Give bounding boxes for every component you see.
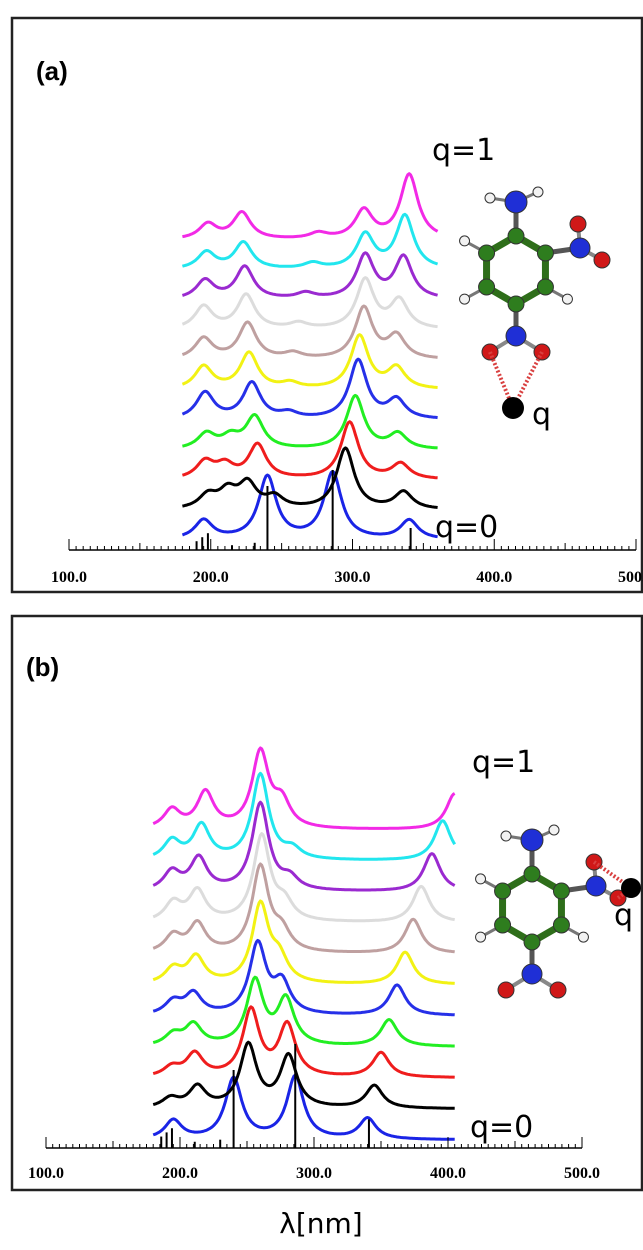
panel-b-molecule-hydrogen-atom [577, 931, 589, 943]
panel-b-series-group [152, 746, 457, 1141]
panel-b-spectrum-0 [152, 1073, 455, 1141]
panel-a-spectrum-9 [181, 212, 439, 268]
panel-a-series-group [181, 172, 439, 539]
panel-a-molecule-hydrogen-atom [484, 192, 496, 204]
panel-b-tick-label: 400.0 [430, 1165, 466, 1182]
panel-a-molecule-nitrogen-atom [504, 190, 528, 214]
x-axis-title: λ[nm] [279, 1207, 362, 1240]
panel-b-molecule-carbon-atom [552, 916, 570, 934]
panel-b-tick-label: 300.0 [296, 1165, 332, 1182]
panel-a-x-axis: 100.0 200.0 300.0 400.0 500.0 [51, 539, 643, 586]
panel-b-molecule-oxygen-atom [497, 981, 515, 999]
panel-a-spectrum-5 [181, 333, 438, 389]
panel-b-molecule-hydrogen-atom [548, 824, 560, 836]
panel-a-molecule-carbon-atom [507, 295, 525, 313]
panel-b-molecule-carbon-atom [552, 882, 570, 900]
panel-a-molecule-carbon-atom [536, 244, 554, 262]
panel-a-molecule-nitrogen-atom [569, 237, 591, 259]
panel-b-molecule-nitrogen-atom [521, 963, 543, 985]
panel-b-frame [10, 614, 643, 1192]
panel-b-molecule-oxygen-atom [549, 981, 567, 999]
panel-a-spectrum-7 [181, 276, 438, 329]
panel-b-spectrum-7 [152, 832, 456, 923]
panel-b-charge-label: q [614, 898, 633, 933]
panel-b-tick-label: 200.0 [162, 1165, 198, 1182]
panel-b-label: (b) [26, 652, 59, 682]
panel-b-spectrum-2 [152, 1005, 455, 1079]
panel-a-molecule-nitrogen-atom [505, 325, 527, 347]
panel-b-spectrum-4 [152, 938, 455, 1017]
panel-b-spectrum-3 [152, 975, 455, 1048]
panel-b-point-charge [621, 878, 641, 898]
panel-b-x-axis: 100.0 200.0 300.0 400.0 500.0 [28, 1137, 600, 1182]
panel-a-molecule-carbon-atom [478, 278, 496, 296]
panel-a-charge-label: q [532, 397, 551, 432]
panel-a-q-bottom-label: q=0 [435, 510, 498, 545]
panel-a-label: (a) [36, 56, 68, 86]
panel-a-spectrum-4 [181, 357, 438, 420]
panel-a-molecule-carbon-atom [536, 278, 554, 296]
panel-b-spectrum-1 [152, 1040, 455, 1110]
panel-b-stick-group [160, 1044, 370, 1148]
panel-a-tick-label: 100.0 [51, 569, 87, 586]
panel-b-spectrum-6 [152, 862, 455, 954]
panel-a-molecule-hydrogen-atom [561, 293, 573, 305]
panel-b-molecule-nitrogen-atom [585, 875, 607, 897]
panel-a-molecule-icon [459, 186, 611, 419]
panel-a-spectrum-10 [182, 172, 439, 239]
panel-a-molecule-hydrogen-atom [459, 235, 471, 247]
panel-a-point-charge [502, 397, 524, 419]
panel-a-spectrum-1 [182, 446, 438, 509]
panel-b-spectrum-9 [152, 771, 457, 861]
panel-a-molecule-carbon-atom [507, 227, 525, 245]
panel-b-tick-label: 100.0 [28, 1165, 64, 1182]
panel-a-spectrum-0 [181, 469, 438, 539]
panel-b-spectrum-8 [152, 800, 456, 892]
panel-a-tick-label: 500.0 [618, 569, 643, 586]
panel-b-spectrum-5 [152, 899, 455, 985]
panel-b-molecule-hydrogen-atom [475, 931, 487, 943]
panel-b-molecule-nitrogen-atom [520, 828, 544, 852]
panel-a-tick-label: 400.0 [476, 569, 512, 586]
panel-a-spectrum-2 [181, 420, 438, 480]
panel-b: (b) 100.0 200.0 300.0 400.0 500.0 q=1 q=0 q [10, 614, 643, 1192]
panel-b-spectrum-10 [152, 746, 456, 830]
panel-b-molecule-hydrogen-atom [475, 873, 487, 885]
panel-b-tick-label: 500.0 [564, 1165, 600, 1182]
panel-b-molecule-icon [475, 824, 641, 999]
panel-b-molecule-carbon-atom [494, 882, 512, 900]
panel-a-molecule-hydrogen-atom [532, 186, 544, 198]
panel-a-spectrum-6 [181, 304, 438, 359]
panel-b-molecule-carbon-atom [523, 865, 541, 883]
panel-a: (a) 100.0 200.0 300.0 400.0 500.0 q=1 q=0 q [10, 16, 643, 594]
panel-a-tick-label: 200.0 [193, 569, 229, 586]
panel-b-molecule-carbon-atom [494, 916, 512, 934]
panel-a-spectrum-8 [181, 251, 438, 297]
panel-a-tick-label: 300.0 [335, 569, 371, 586]
panel-b-q-bottom-label: q=0 [470, 1110, 533, 1145]
panel-a-spectrum-3 [182, 393, 438, 450]
panel-b-molecule-carbon-atom [523, 933, 541, 951]
panel-a-frame [10, 16, 643, 594]
panel-a-molecule-hydrogen-atom [459, 293, 471, 305]
panel-b-molecule-hydrogen-atom [500, 830, 512, 842]
panel-a-q-top-label: q=1 [432, 133, 495, 168]
panel-a-molecule-oxygen-atom [593, 251, 611, 269]
panel-a-molecule-carbon-atom [478, 244, 496, 262]
panel-a-molecule-oxygen-atom [569, 215, 587, 233]
panel-b-q-top-label: q=1 [472, 745, 535, 780]
